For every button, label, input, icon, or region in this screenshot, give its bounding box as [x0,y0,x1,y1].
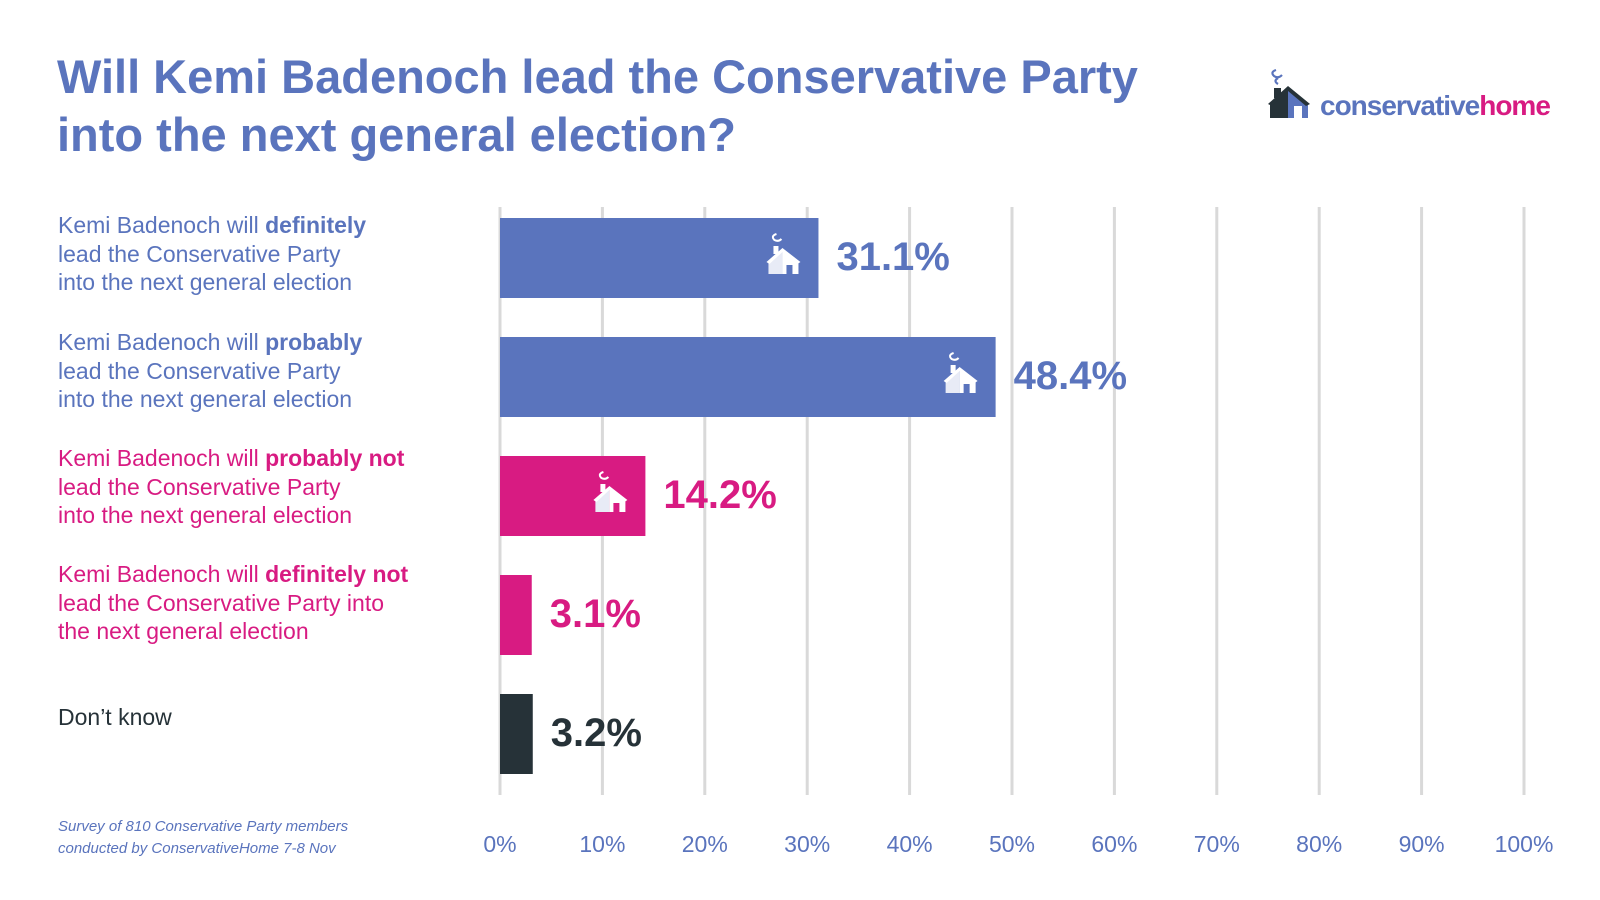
x-tick-label: 20% [682,831,728,857]
house-with-smoke-icon [1268,68,1310,118]
x-tick-label: 70% [1194,831,1240,857]
bar [500,694,533,774]
footnote-line2: conducted by ConservativeHome 7-8 Nov [58,840,336,857]
category-label-line2: lead the Conservative Party [58,473,341,500]
bar-value-label: 3.1% [550,592,641,636]
x-tick-label: 40% [887,831,933,857]
category-label-bold: definitely [265,212,367,238]
category-label-line3: the next general election [58,618,309,644]
conservativehome-logo: conservativehome [1266,66,1556,126]
x-tick-label: 100% [1495,831,1554,857]
category-label-dont-know: Don’t know [58,703,478,732]
category-label-line3: into the next general election [58,269,353,295]
category-label-bold: probably [265,329,363,355]
category-label-bold: definitely not [265,561,409,587]
category-label-definitely-not: Kemi Badenoch will definitely not lead t… [58,560,478,646]
x-tick-label: 90% [1399,831,1445,857]
footnote-line1: Survey of 810 Conservative Party members [58,818,349,835]
house-icon [593,471,628,512]
bar-value-label: 31.1% [836,235,949,279]
house-icon [943,352,978,393]
chart-title: Will Kemi Badenoch lead the Conservative… [57,48,1207,164]
x-axis-ticks: 0% 10% 20% 30% 40% 50% 60% 70% 80% 90% 100% [483,831,1553,857]
category-label-line2: lead the Conservative Party [58,357,341,384]
category-label-line2: lead the Conservative Party into [58,589,385,616]
logo-text: conservativehome [1320,90,1551,122]
x-tick-label: 80% [1296,831,1342,857]
x-tick-label: 30% [784,831,830,857]
category-label-pre: Kemi Badenoch will [58,329,266,355]
category-label-pre: Don’t know [58,704,172,730]
bar [500,218,819,298]
chart-title-line2: into the next general election? [57,108,736,161]
bar [500,456,646,536]
category-label-definitely: Kemi Badenoch will definitely lead the C… [58,211,478,297]
bars: 31.1% 48.4% 14.2% 3.1% 3.2% [500,218,1127,774]
x-tick-label: 10% [579,831,625,857]
category-label-pre: Kemi Badenoch will [58,212,266,238]
category-label-line3: into the next general election [58,502,353,528]
logo-text-home: home [1479,90,1551,121]
category-label-pre: Kemi Badenoch will [58,445,266,471]
x-tick-label: 50% [989,831,1035,857]
category-label-line3: into the next general election [58,386,353,412]
chart-title-line1: Will Kemi Badenoch lead the Conservative… [57,50,1138,103]
category-label-line2: lead the Conservative Party [58,240,341,267]
bar-value-label: 48.4% [1014,354,1127,398]
bar [500,337,996,417]
footnote: Survey of 810 Conservative Party members… [58,816,348,860]
category-label-bold: probably not [265,445,405,471]
bar-value-label: 14.2% [663,473,776,517]
category-label-probably-not: Kemi Badenoch will probably not lead the… [58,444,478,530]
x-tick-label: 60% [1091,831,1137,857]
x-tick-label: 0% [483,831,516,857]
house-icon [766,233,801,274]
category-label-probably: Kemi Badenoch will probably lead the Con… [58,328,478,414]
category-label-pre: Kemi Badenoch will [58,561,266,587]
bar-value-label: 3.2% [551,711,642,755]
bar [500,575,532,655]
logo-text-conservative: conservative [1320,90,1480,121]
